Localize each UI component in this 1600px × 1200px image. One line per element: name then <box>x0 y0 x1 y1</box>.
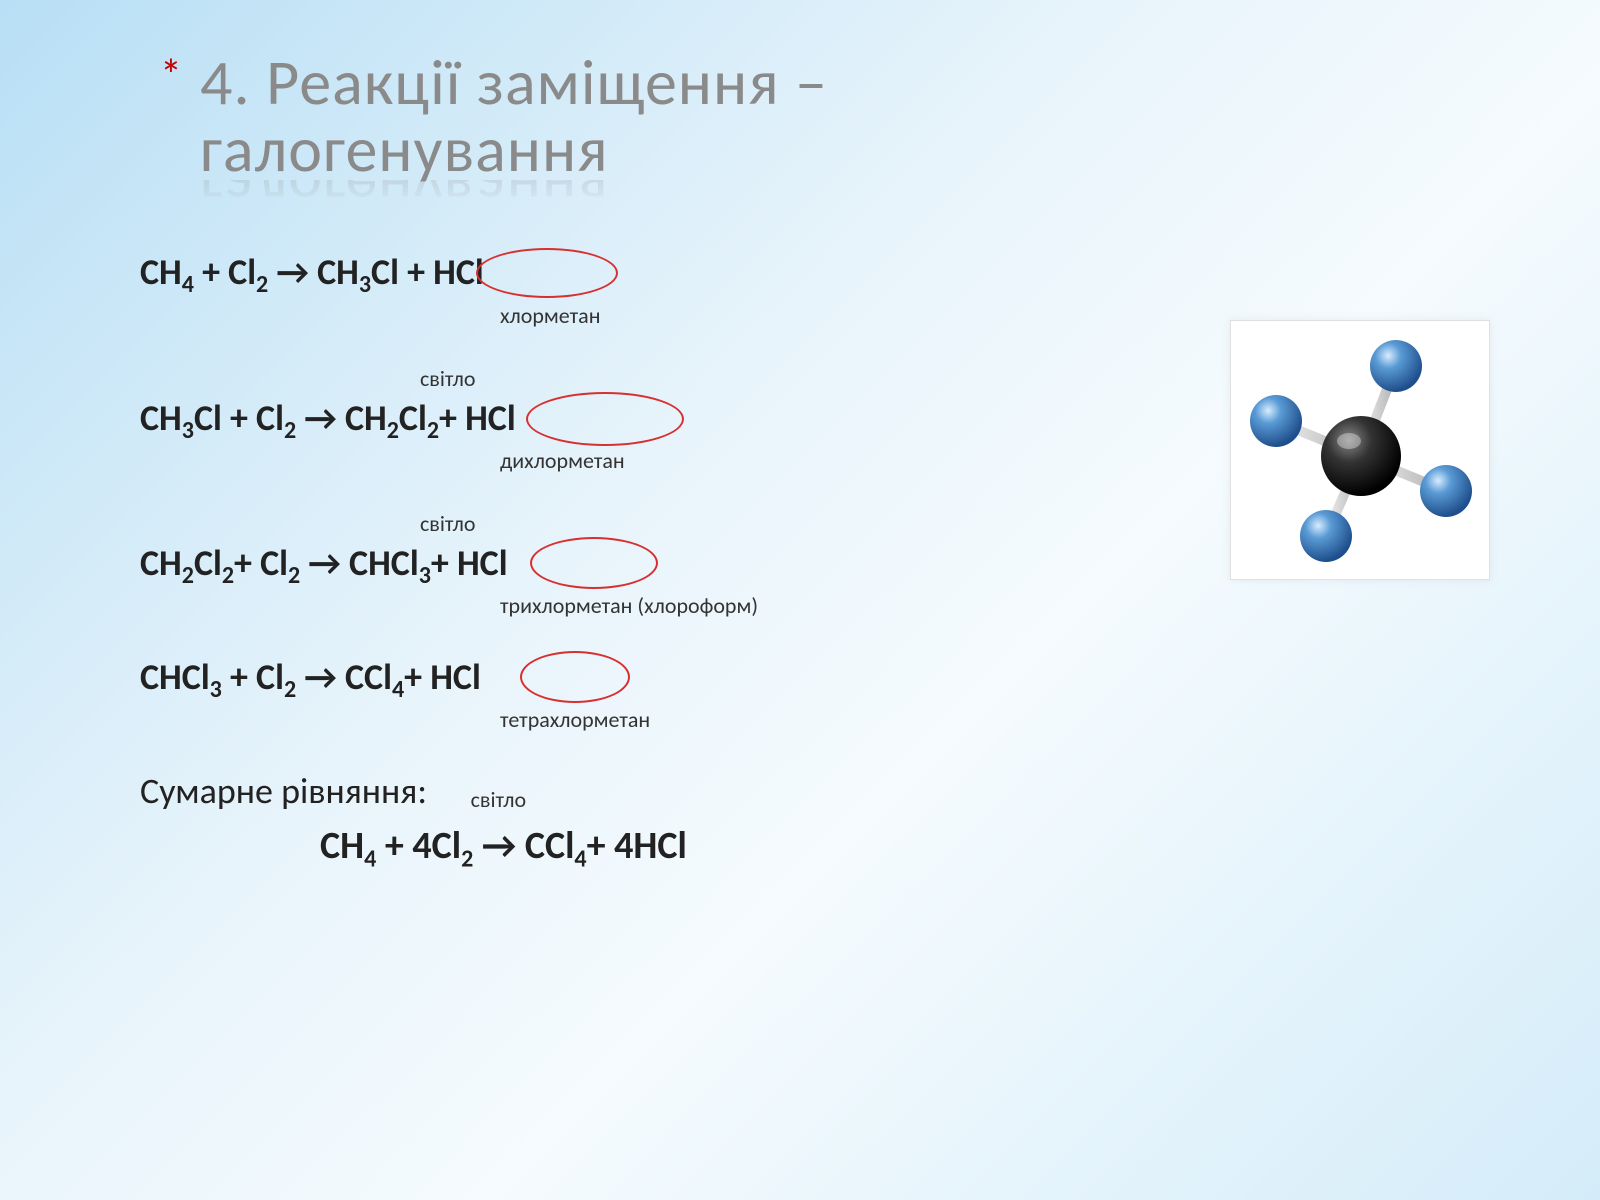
title-reflection: галогенування <box>200 180 1500 220</box>
highlight-circle-1 <box>476 248 618 298</box>
molecule-icon <box>1231 321 1491 581</box>
equation-4: CHCl3 + Cl2 → CCl4+ HCl <box>140 655 1500 704</box>
highlight-circle-3 <box>530 537 658 589</box>
highlight-circle-2 <box>526 392 684 446</box>
summary-block: Сумарне рівняння: світло CH4 + 4Cl2 → CC… <box>140 769 1500 874</box>
title-block: 4. Реакції заміщення – галогенування гал… <box>200 50 1500 220</box>
reaction-1: CH4 + Cl2 → CH3Cl + HCl хлорметан <box>140 250 1500 328</box>
molecule-image <box>1230 320 1490 580</box>
equation-1: CH4 + Cl2 → CH3Cl + HCl <box>140 250 1500 299</box>
title-line2: галогенування <box>200 111 609 189</box>
summary-equation: CH4 + 4Cl2 → CCl4+ 4HCl <box>320 823 1500 874</box>
highlight-circle-4 <box>520 651 630 703</box>
product-label-3: трихлорметан (хлороформ) <box>500 592 1500 619</box>
summary-condition: світло <box>471 786 526 813</box>
summary-label: Сумарне рівняння: <box>140 769 427 813</box>
slide-title: 4. Реакції заміщення – галогенування <box>200 50 1500 184</box>
asterisk-decoration: * <box>160 48 182 102</box>
product-label-4: тетрахлорметан <box>500 706 1500 733</box>
reaction-4: CHCl3 + Cl2 → CCl4+ HCl тетрахлорметан <box>140 655 1500 733</box>
